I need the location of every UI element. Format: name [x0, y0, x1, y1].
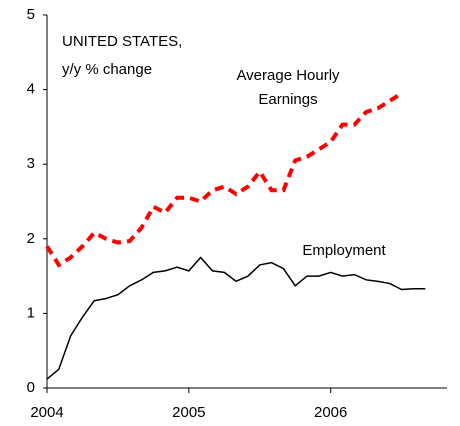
- y-tick-label: 5: [27, 6, 35, 23]
- chart-title: UNITED STATES,: [62, 33, 183, 50]
- x-tick-label: 2006: [314, 404, 347, 421]
- series-line: [45, 91, 403, 268]
- series-label: Average Hourly Earnings: [236, 67, 340, 108]
- y-tick-label: 4: [27, 81, 35, 98]
- y-tick-label: 1: [27, 304, 35, 321]
- y-tick-label: 0: [27, 379, 35, 396]
- series-line: [46, 256, 426, 380]
- x-tick-label: 2005: [172, 404, 205, 421]
- chart-title: y/y % change: [62, 61, 153, 78]
- x-tick-label: 2004: [30, 404, 63, 421]
- series-label: Employment: [302, 242, 386, 259]
- y-tick-label: 2: [27, 230, 35, 247]
- y-tick-label: 3: [27, 155, 35, 172]
